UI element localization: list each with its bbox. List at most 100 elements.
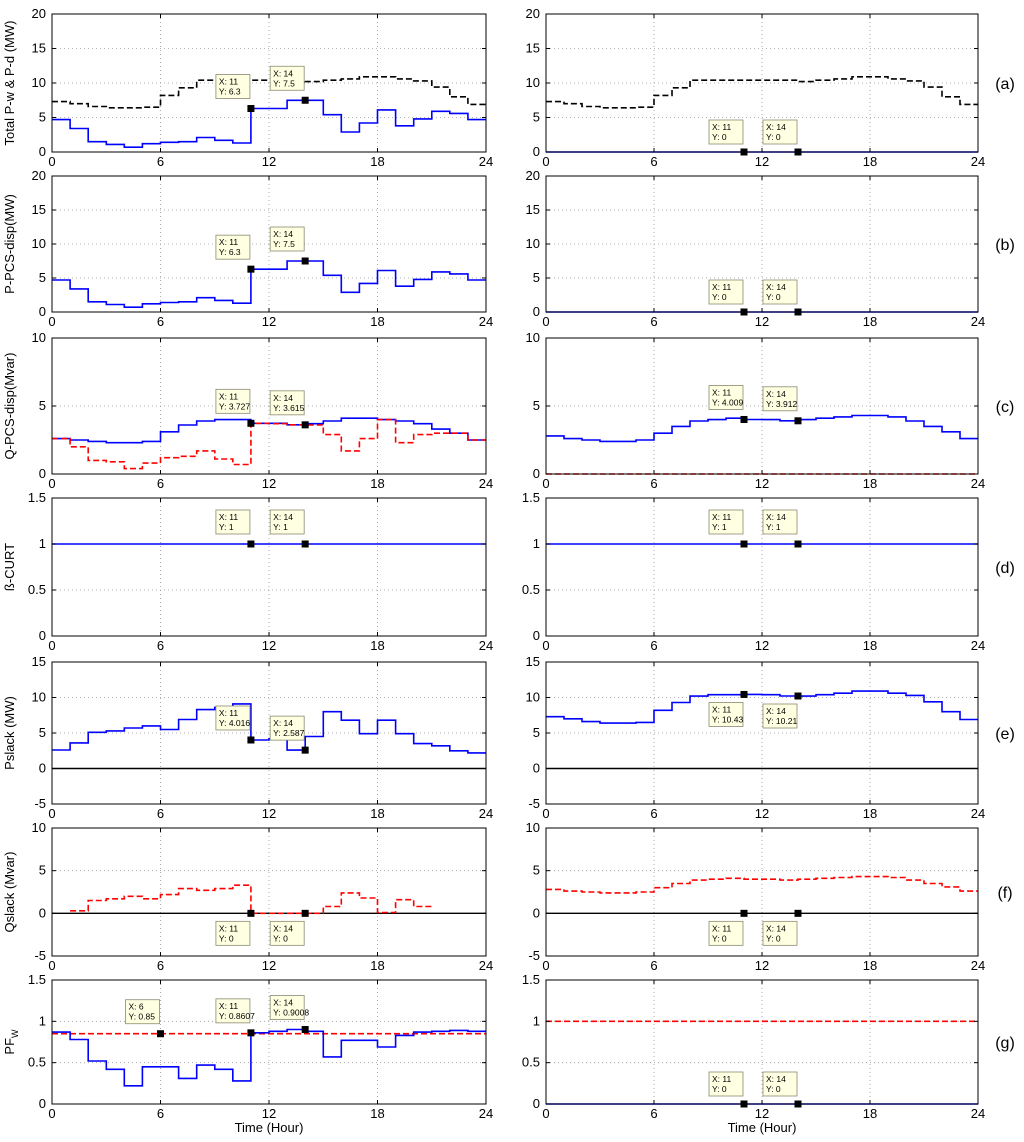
y-tick-label: 15 xyxy=(32,41,46,56)
datatip[interactable]: X: 11Y: 6.3 xyxy=(215,74,255,113)
series-line-blue-solid xyxy=(52,260,486,309)
datatip[interactable]: X: 6Y: 0.85 xyxy=(125,999,165,1038)
datatip-marker[interactable] xyxy=(301,746,309,754)
datatip[interactable]: X: 11Y: 0 xyxy=(708,279,748,316)
datatip-marker[interactable] xyxy=(247,1029,255,1037)
datatip-marker[interactable] xyxy=(301,909,309,917)
datatip[interactable]: X: 14Y: 10.21 xyxy=(762,692,802,729)
datatip-y: Y: 3.912 xyxy=(766,399,797,409)
series-line-black-dashed xyxy=(546,76,978,109)
datatip[interactable]: X: 11Y: 0 xyxy=(215,909,255,946)
series-line-blue-solid xyxy=(546,414,978,443)
series-line-blue-solid xyxy=(52,99,486,148)
series-line-black-dashed xyxy=(52,76,486,109)
datatip[interactable]: X: 14Y: 0 xyxy=(762,1071,802,1108)
datatip-marker[interactable] xyxy=(740,1100,748,1108)
datatip-marker[interactable] xyxy=(247,419,255,427)
x-tick-label: 12 xyxy=(755,314,769,329)
datatip-y: Y: 1 xyxy=(712,522,727,532)
y-tick-label: 15 xyxy=(32,202,46,217)
datatip-marker[interactable] xyxy=(301,96,309,104)
datatip-x: X: 11 xyxy=(219,77,238,87)
datatip[interactable]: X: 14Y: 2.587 xyxy=(269,715,309,754)
datatip-marker[interactable] xyxy=(247,265,255,273)
datatip[interactable]: X: 11Y: 0.8607 xyxy=(215,998,255,1037)
datatip[interactable]: X: 11Y: 0 xyxy=(708,1071,748,1108)
datatip[interactable]: X: 11Y: 0 xyxy=(708,119,748,156)
datatip-box xyxy=(708,279,744,305)
datatip-marker[interactable] xyxy=(301,540,309,548)
datatip[interactable]: X: 14Y: 1 xyxy=(762,509,802,548)
y-tick-label: 10 xyxy=(32,820,46,835)
datatip[interactable]: X: 14Y: 0 xyxy=(762,279,802,316)
datatip-marker[interactable] xyxy=(301,421,309,429)
datatip-marker[interactable] xyxy=(740,540,748,548)
datatip[interactable]: X: 14Y: 0 xyxy=(762,909,802,946)
datatip-x: X: 11 xyxy=(712,923,731,933)
datatip-marker[interactable] xyxy=(247,909,255,917)
x-tick-label: 12 xyxy=(755,154,769,169)
y-tick-label: 20 xyxy=(32,168,46,183)
datatip-y: Y: 1 xyxy=(273,522,288,532)
datatip-y: Y: 0.9008 xyxy=(273,1008,309,1018)
chart-panel: 0 6 12 18 24 0 5 10 Q-PCS-disp(Mvar) X: 11Y: 3.72… xyxy=(2,330,493,491)
datatip[interactable]: X: 14Y: 0 xyxy=(762,119,802,156)
datatip-x: X: 11 xyxy=(712,282,731,292)
x-tick-label: 18 xyxy=(370,476,384,491)
y-tick-label: 0 xyxy=(39,304,46,319)
datatip-marker[interactable] xyxy=(794,909,802,917)
datatip-marker[interactable] xyxy=(740,690,748,698)
datatip[interactable]: X: 11Y: 4.009 xyxy=(708,385,748,423)
y-tick-label: -5 xyxy=(34,796,46,811)
datatip-marker[interactable] xyxy=(740,308,748,316)
datatip-marker[interactable] xyxy=(794,1100,802,1108)
datatip[interactable]: X: 11Y: 10.43 xyxy=(708,690,748,727)
datatip[interactable]: X: 11Y: 6.3 xyxy=(215,234,255,273)
x-tick-label: 6 xyxy=(650,476,657,491)
datatip[interactable]: X: 11Y: 4.016 xyxy=(215,705,255,744)
datatip-marker[interactable] xyxy=(794,417,802,425)
datatip-marker[interactable] xyxy=(247,540,255,548)
datatip-marker[interactable] xyxy=(301,1026,309,1034)
datatip[interactable]: X: 14Y: 0 xyxy=(269,909,309,946)
x-tick-label: 6 xyxy=(157,806,164,821)
datatip-marker[interactable] xyxy=(740,415,748,423)
x-tick-label: 24 xyxy=(479,958,493,973)
datatip[interactable]: X: 14Y: 3.615 xyxy=(269,390,309,429)
datatip-x: X: 14 xyxy=(273,229,293,239)
datatip[interactable]: X: 11Y: 1 xyxy=(215,509,255,548)
x-tick-label: 24 xyxy=(971,638,985,653)
datatip-marker[interactable] xyxy=(740,148,748,156)
datatip-marker[interactable] xyxy=(794,148,802,156)
series-line-red-dashed xyxy=(70,884,432,915)
datatip-x: X: 14 xyxy=(766,512,786,522)
datatip[interactable]: X: 11Y: 0 xyxy=(708,909,748,946)
datatip-marker[interactable] xyxy=(157,1030,164,1038)
datatip[interactable]: X: 11Y: 3.727 xyxy=(215,388,255,427)
datatip-box xyxy=(708,1071,744,1097)
datatip-box xyxy=(708,385,744,410)
x-tick-label: 18 xyxy=(863,806,877,821)
x-tick-label: 12 xyxy=(262,476,276,491)
x-tick-label: 12 xyxy=(262,154,276,169)
datatip-marker[interactable] xyxy=(794,540,802,548)
datatip-marker[interactable] xyxy=(794,308,802,316)
datatip[interactable]: X: 14Y: 0.9008 xyxy=(269,995,309,1034)
x-tick-label: 6 xyxy=(157,638,164,653)
datatip-marker[interactable] xyxy=(301,257,309,265)
datatip[interactable]: X: 14Y: 1 xyxy=(269,509,309,548)
datatip-marker[interactable] xyxy=(247,105,255,113)
x-tick-label: 0 xyxy=(48,638,55,653)
datatip[interactable]: X: 11Y: 1 xyxy=(708,509,748,548)
x-tick-label: 6 xyxy=(650,314,657,329)
datatip-marker[interactable] xyxy=(247,736,255,744)
datatip[interactable]: X: 14Y: 7.5 xyxy=(269,65,309,104)
datatip[interactable]: X: 14Y: 7.5 xyxy=(269,226,309,265)
datatip[interactable]: X: 14Y: 3.912 xyxy=(762,386,802,425)
plot-area xyxy=(52,980,486,1104)
datatip-marker[interactable] xyxy=(740,909,748,917)
datatip-marker[interactable] xyxy=(794,692,802,700)
